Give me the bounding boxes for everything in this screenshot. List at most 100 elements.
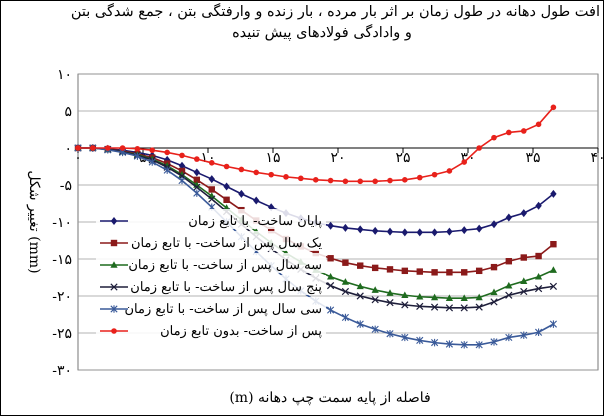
data-point [312,177,319,183]
data-point [430,303,439,311]
data-point [283,174,289,180]
data-point [490,338,498,346]
legend-label: پنج سال پس از ساخت- با تابع زمان [130,280,322,295]
chart-title-line-2: و وادادگی فولادهای پیش تنیده [232,25,412,41]
data-point [193,189,201,197]
data-point [476,145,482,151]
chart-title-line-1: افت طول دهانه در طول زمان بر اثر بار مرد… [70,4,600,20]
data-point [341,278,350,285]
data-point [133,152,141,160]
data-point [505,291,513,299]
data-point [534,272,543,280]
data-point [386,289,394,296]
data-point [371,325,379,333]
data-point [549,266,558,273]
y-tick-labels: ۱۰ ۵ ۰ -۵ -۱۰ -۱۵ -۲۰ -۲۵ -۳۰ [52,67,72,379]
data-point [356,320,364,328]
data-point [535,252,542,260]
data-point [223,182,230,191]
data-point [446,227,453,236]
data-point [164,149,170,156]
data-point [372,178,378,185]
data-point [505,258,513,265]
data-point [75,145,81,151]
legend-item: سی سال پس از ساخت- با تابع زمان [96,297,326,317]
data-point [163,166,171,174]
data-point [431,228,438,237]
series-lines [74,104,558,349]
data-point [208,160,215,166]
data-point [356,292,364,300]
data-point [326,282,335,290]
data-point [371,264,379,272]
x-tick-label: ۰ [74,150,82,166]
data-point [386,299,394,307]
data-point [445,304,454,312]
data-point [223,196,230,203]
data-point [179,152,185,159]
data-point [475,293,483,301]
data-point [90,145,96,151]
data-point [506,129,512,136]
data-point [110,283,118,291]
data-point [134,145,141,152]
data-point [520,331,528,339]
data-point [550,104,557,111]
legend-item: پس از ساخت- بدون تابع زمان [96,319,326,339]
data-point [327,306,335,314]
legend-label: سه سال پس از ساخت- با تابع زمان [128,258,322,273]
data-point [356,282,364,290]
data-point [253,169,260,176]
data-point [475,224,483,233]
data-point [431,171,438,178]
data-point [446,269,453,276]
data-point [490,263,498,271]
y-tick-label: ۱۰ [57,67,72,83]
data-point [460,304,468,312]
legend: پایان ساخت- با تابع زمان یک سال پس از ساخ… [96,209,326,339]
data-point [446,168,453,174]
data-point [268,171,274,178]
data-point [401,228,409,237]
data-point [238,166,245,173]
data-point [534,284,543,293]
data-point [193,176,201,184]
data-point [194,156,200,162]
legend-label: سی سال پس از ساخت- با تابع زمان [124,302,322,317]
data-point [326,272,335,280]
data-point [475,341,483,349]
data-point [253,196,260,205]
data-point [119,145,126,151]
data-point [327,177,334,184]
data-point [550,241,557,248]
legend-item-bg [96,231,326,251]
data-point [341,313,349,322]
data-point [371,286,379,293]
data-point [110,305,118,313]
legend-item-bg [96,253,326,273]
data-point [549,282,558,291]
data-point [267,226,275,234]
x-tick-label: ۱۵ [265,150,280,166]
data-point [445,294,454,302]
y-tick-label: ۵ [64,104,72,120]
data-point [401,291,409,299]
data-point [520,287,528,296]
legend-item: پنج سال پس از ساخت- با تابع زمان [96,275,326,295]
data-point [416,228,423,237]
y-axis-label: تغییر شکل (mm) [26,170,42,273]
data-point [491,134,497,141]
data-point [327,221,334,230]
data-point [342,223,349,232]
data-point [386,266,394,273]
data-point [520,209,527,218]
y-tick-label: -۲۰ [52,289,72,305]
x-tick-label: ۲۵ [395,150,410,166]
legend-label: پایان ساخت- با تابع زمان [188,214,322,229]
data-point [341,287,350,296]
data-point [550,189,557,198]
data-point [178,161,186,170]
data-point [149,147,156,154]
data-point [445,340,453,348]
